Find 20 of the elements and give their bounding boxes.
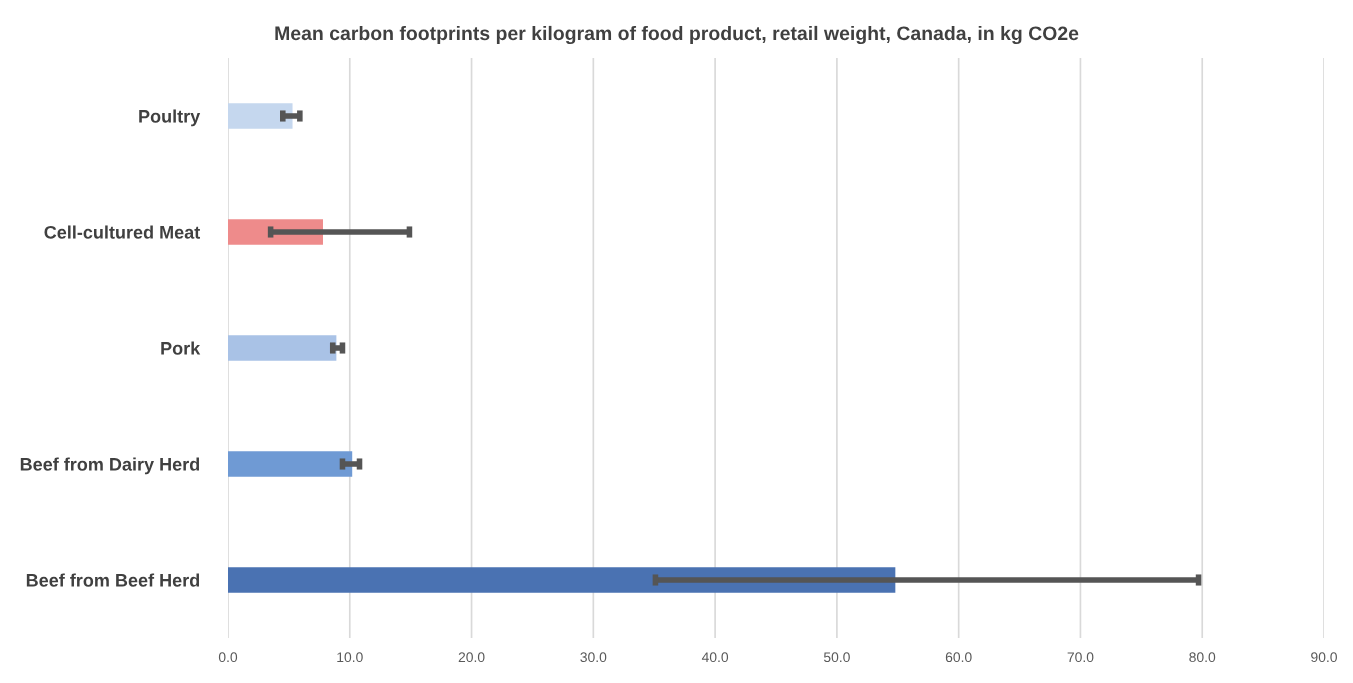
x-tick-label: 20.0 [458,652,485,663]
y-tick-label: Cell-cultured Meat [44,225,201,239]
bar [228,451,353,477]
x-tick-label: 10.0 [337,652,363,663]
x-tick-label: 40.0 [701,652,729,663]
x-tick-label: 60.0 [945,652,972,663]
x-tick-label: 0.0 [218,652,238,663]
y-tick-label: Poultry [139,109,201,127]
chart-title: Mean carbon footprints per kilogram of food product, retail weight, Canada, in kg CO2e [275,25,1079,45]
y-tick-label: Beef from Dairy Herd [20,457,200,475]
bar [228,335,337,361]
x-tick-label: 30.0 [580,652,607,663]
y-tick-label: Pork [161,341,201,355]
x-tick-label: 90.0 [1311,652,1337,663]
x-tick-label: 80.0 [1189,652,1216,663]
x-tick-label: 50.0 [823,652,850,663]
x-tick-label: 70.0 [1067,652,1094,663]
y-tick-label: Beef from Beef Herd [26,573,200,587]
bar [228,103,293,129]
bar [228,567,896,593]
